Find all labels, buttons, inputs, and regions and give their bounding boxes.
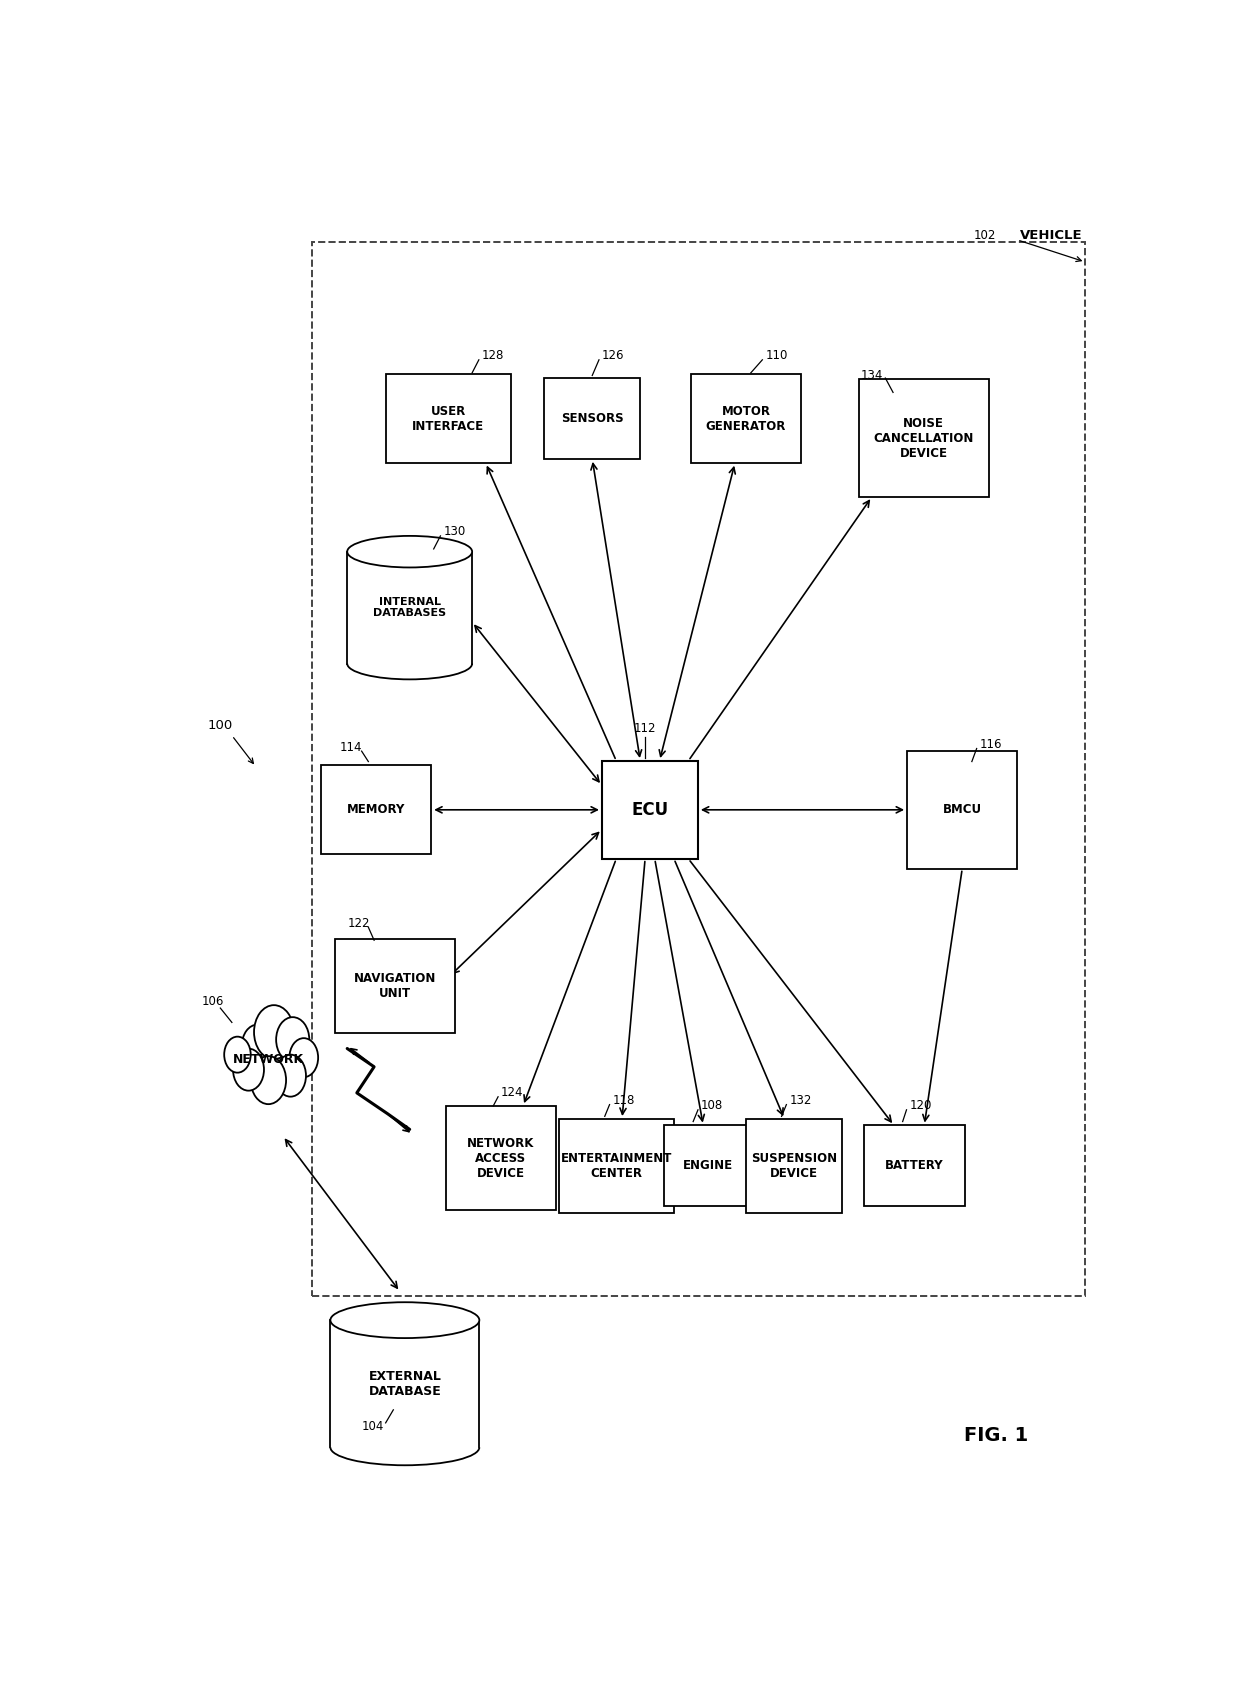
Text: 124: 124 [501,1086,523,1099]
Text: 120: 120 [909,1099,931,1113]
Text: 114: 114 [340,740,362,754]
Bar [906,750,1018,869]
Text: BMCU: BMCU [942,803,982,817]
Text: 122: 122 [347,916,370,930]
Text: 100: 100 [208,718,233,732]
Text: 134: 134 [861,369,883,381]
Text: 116: 116 [980,739,1002,750]
Circle shape [275,1055,306,1096]
Text: USER
INTERFACE: USER INTERFACE [412,405,484,432]
Text: ENGINE: ENGINE [682,1159,733,1172]
Bar [311,242,1085,1296]
Text: NOISE
CANCELLATION
DEVICE: NOISE CANCELLATION DEVICE [874,417,973,459]
Text: SUSPENSION
DEVICE: SUSPENSION DEVICE [751,1152,837,1181]
Text: INTERNAL
DATABASES: INTERNAL DATABASES [373,596,446,618]
Circle shape [254,1005,294,1059]
Text: NETWORK: NETWORK [233,1052,304,1066]
Text: 132: 132 [789,1094,812,1108]
Text: 106: 106 [201,994,224,1008]
Ellipse shape [347,535,472,567]
Circle shape [250,1055,286,1104]
Text: 128: 128 [481,349,505,363]
Text: ECU: ECU [631,801,668,818]
Bar [335,938,455,1033]
Bar [347,552,472,664]
Text: 126: 126 [601,349,625,363]
Text: 130: 130 [444,525,465,539]
Circle shape [277,1016,309,1062]
Bar [544,378,640,459]
Text: EXTERNAL
DATABASE: EXTERNAL DATABASE [368,1370,441,1398]
Bar [558,1120,675,1213]
Text: FIG. 1: FIG. 1 [963,1426,1028,1445]
Text: MEMORY: MEMORY [347,803,405,817]
Text: 110: 110 [765,349,787,363]
Text: BATTERY: BATTERY [885,1159,944,1172]
Text: MOTOR
GENERATOR: MOTOR GENERATOR [706,405,786,432]
Bar [330,1320,480,1447]
Bar [746,1120,842,1213]
Ellipse shape [330,1303,480,1338]
Bar [445,1106,557,1210]
Text: 108: 108 [701,1099,723,1113]
Text: 112: 112 [634,722,656,735]
Bar [864,1125,965,1206]
Bar [665,1125,750,1206]
Bar [691,374,801,462]
Circle shape [233,1049,264,1091]
Text: NETWORK
ACCESS
DEVICE: NETWORK ACCESS DEVICE [467,1137,534,1179]
Text: VEHICLE: VEHICLE [1019,229,1083,242]
Text: 102: 102 [973,229,996,242]
Circle shape [224,1037,250,1072]
Bar [601,761,698,859]
Circle shape [289,1038,319,1077]
Bar [859,379,988,496]
Text: SENSORS: SENSORS [560,412,624,425]
Circle shape [242,1025,273,1067]
Bar [386,374,511,462]
Text: 118: 118 [613,1094,635,1108]
Text: NAVIGATION
UNIT: NAVIGATION UNIT [355,972,436,999]
Text: ENTERTAINMENT
CENTER: ENTERTAINMENT CENTER [560,1152,672,1181]
Bar [321,766,432,854]
Ellipse shape [227,1023,310,1091]
Text: 104: 104 [362,1420,384,1433]
